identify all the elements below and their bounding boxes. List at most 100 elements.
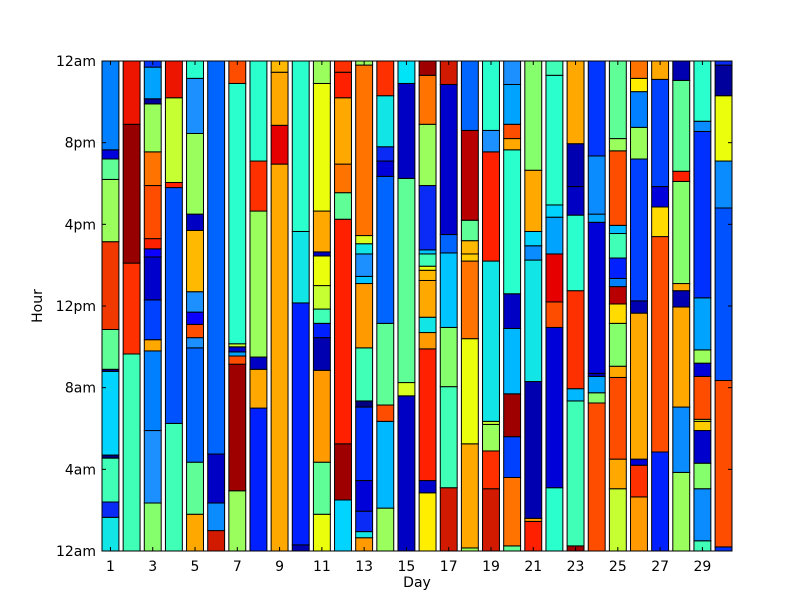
bar-segment: [355, 400, 374, 408]
bar-segment: [672, 60, 691, 81]
day-bar: [460, 60, 479, 552]
bar-segment: [503, 83, 522, 125]
day-bar: [672, 60, 691, 552]
bar-segment: [693, 488, 712, 542]
bar-segment: [101, 60, 120, 151]
bar-segment: [418, 253, 437, 267]
bar-segment: [143, 238, 162, 250]
bar-segment: [693, 462, 712, 490]
bar-segment: [587, 392, 606, 404]
bar-segment: [355, 253, 374, 277]
bar-segment: [249, 60, 268, 162]
x-tick-label: 25: [609, 559, 627, 575]
day-bar: [608, 60, 627, 552]
bar-segment: [186, 347, 204, 463]
bar-segment: [545, 253, 564, 303]
bar-segment: [334, 60, 352, 73]
day-bar: [566, 60, 585, 552]
bar-segment: [587, 60, 606, 157]
bar-segment: [439, 386, 458, 489]
bar-segment: [418, 185, 437, 251]
bar-segment: [355, 235, 374, 245]
bar-segment: [608, 322, 627, 367]
bar-segment: [630, 77, 648, 93]
bar-segment: [186, 77, 204, 134]
bar-segment: [334, 163, 352, 194]
x-tick-label: 19: [482, 559, 500, 575]
bar-segment: [524, 230, 543, 247]
bar-segment: [418, 249, 437, 255]
x-axis-label: Day: [403, 575, 431, 591]
x-tick-label: 9: [275, 559, 284, 575]
bar-segment: [503, 327, 522, 395]
bar-segment: [143, 248, 162, 258]
bar-segment: [503, 293, 522, 329]
bar-segment: [503, 436, 522, 478]
bar-segment: [312, 308, 331, 324]
bar-segment: [122, 262, 141, 355]
bar-segment: [651, 451, 670, 552]
bar-segment: [291, 60, 310, 232]
bar-segment: [714, 95, 733, 162]
bar-segment: [186, 461, 204, 515]
bar-segment: [587, 155, 606, 215]
bar-segment: [503, 545, 522, 552]
bar-segment: [714, 546, 733, 552]
bar-segment: [228, 82, 247, 345]
bar-segment: [545, 216, 564, 255]
day-bar: [418, 60, 437, 552]
bar-segment: [164, 97, 183, 183]
bar-segment: [312, 461, 331, 515]
bar-segment: [482, 488, 500, 552]
bar-segment: [714, 160, 733, 209]
bar-segment: [503, 477, 522, 547]
bar-segment: [355, 531, 374, 539]
day-bar: [228, 60, 247, 552]
bar-segment: [122, 60, 141, 125]
bar-segment: [334, 218, 352, 445]
x-tick-label: 3: [148, 559, 157, 575]
bar-segment: [630, 126, 648, 160]
bar-segment: [693, 375, 712, 420]
day-bar: [334, 60, 352, 552]
bar-segment: [545, 301, 564, 328]
day-bar: [693, 60, 712, 552]
x-tick-label: 17: [440, 559, 458, 575]
bar-segment: [355, 275, 374, 285]
bar-segment: [608, 60, 627, 140]
bar-segment: [334, 71, 352, 99]
y-axis-label: Hour: [30, 289, 46, 323]
bar-segment: [101, 241, 120, 330]
day-bar: [439, 60, 458, 552]
bar-segment: [376, 95, 395, 148]
bar-segment: [186, 291, 204, 313]
bar-segment: [355, 510, 374, 533]
bar-segment: [439, 487, 458, 552]
bar-segment: [122, 123, 141, 264]
bar-segment: [608, 257, 627, 279]
x-tick-label: 15: [398, 559, 416, 575]
bar-segment: [460, 260, 479, 340]
bar-segment: [164, 422, 183, 552]
bar-segment: [630, 496, 648, 552]
day-bar: [524, 60, 543, 552]
bar-segment: [439, 83, 458, 236]
bar-segment: [418, 60, 437, 76]
bar-segment: [376, 322, 395, 406]
bar-segment: [418, 74, 437, 125]
bar-segment: [608, 458, 627, 490]
day-bar: [630, 60, 648, 552]
day-bar: [312, 60, 331, 552]
bar-segment: [714, 64, 733, 97]
bar-segment: [249, 356, 268, 370]
bar-segment: [587, 375, 606, 394]
bar-segment: [186, 513, 204, 552]
day-bar: [397, 60, 416, 552]
bar-segment: [460, 240, 479, 255]
bar-segment: [143, 98, 162, 105]
bar-segment: [101, 149, 120, 160]
day-bar: [270, 60, 289, 552]
bar-segment: [101, 516, 120, 552]
bar-segment: [545, 74, 564, 206]
bar-segment: [630, 60, 648, 79]
